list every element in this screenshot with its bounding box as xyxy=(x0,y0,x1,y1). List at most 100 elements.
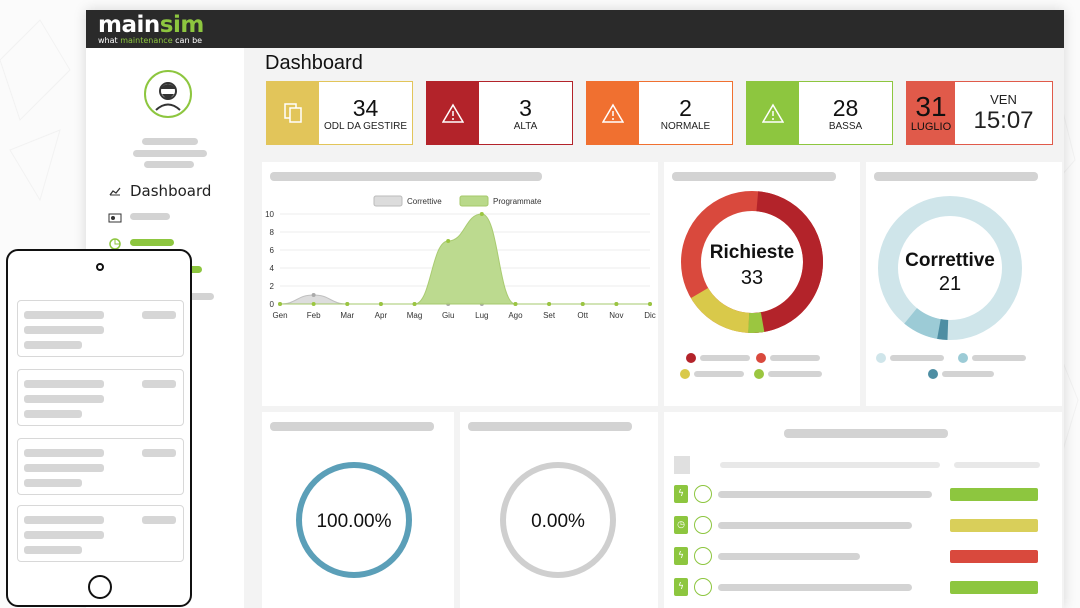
data-point xyxy=(278,302,282,306)
data-point xyxy=(513,302,518,306)
user-role-placeholder xyxy=(133,150,207,157)
kpi-bassa[interactable]: 28 BASSA xyxy=(746,81,893,145)
x-tick-label: Ago xyxy=(508,311,523,320)
row-text-placeholder xyxy=(718,553,860,560)
documents-icon xyxy=(267,82,319,144)
kpi-alta[interactable]: 3 ALTA xyxy=(426,81,573,145)
x-tick-label: Feb xyxy=(307,311,321,320)
user-extra-placeholder xyxy=(144,161,194,168)
data-point xyxy=(345,302,350,306)
kpi-label: BASSA xyxy=(828,120,863,132)
row-text-placeholder xyxy=(718,584,912,591)
x-tick-label: Nov xyxy=(609,311,623,320)
panel-title-placeholder xyxy=(270,422,434,431)
status-badge xyxy=(950,550,1038,563)
donut-value: 33 xyxy=(741,267,763,289)
x-tick-label: Gen xyxy=(272,311,287,320)
data-point xyxy=(311,302,316,306)
status-badge xyxy=(950,519,1038,532)
donut-panel-correttive: Correttive 21 xyxy=(866,162,1062,406)
date-month: LUGLIO xyxy=(910,121,952,133)
sidebar-item-users[interactable] xyxy=(108,210,208,224)
list-item[interactable]: ◷ xyxy=(664,515,1062,535)
row-text-placeholder xyxy=(718,522,912,529)
kpi-label: ALTA xyxy=(513,120,538,132)
tagline-c: can be xyxy=(175,36,203,45)
data-point xyxy=(547,302,552,306)
gauge-value: 100.00% xyxy=(316,511,391,532)
users-icon xyxy=(108,210,122,229)
user-icon xyxy=(155,82,181,111)
legend-label-placeholder xyxy=(972,355,1026,361)
row-badge-glyph: ϟ xyxy=(678,582,684,592)
brand-logo[interactable]: mainsim what maintenance can be xyxy=(98,13,204,45)
brand-name-sim: sim xyxy=(159,12,205,38)
chart-panel: 0 2 4 6 8 10 Gen Feb Mar Apr Mag Giu Lug Ago Set Ott Nov… xyxy=(262,162,658,406)
series-area-programmate xyxy=(280,213,650,305)
data-point xyxy=(648,302,652,306)
page-title: Dashboard xyxy=(265,52,363,74)
list-item[interactable]: ϟ xyxy=(664,577,1062,597)
x-tick-label: Set xyxy=(543,311,556,320)
legend-dot xyxy=(686,353,696,363)
legend-label-placeholder xyxy=(942,371,994,377)
donut-value: 21 xyxy=(939,273,961,295)
row-badge-glyph: ϟ xyxy=(678,489,684,499)
gauge-ring xyxy=(296,462,412,578)
list-item[interactable]: ϟ xyxy=(664,484,1062,504)
legend-label-placeholder xyxy=(890,355,944,361)
kpi-value: 34 xyxy=(352,94,379,121)
tablet-card[interactable] xyxy=(17,300,184,357)
legend-dot xyxy=(680,369,690,379)
legend-dot xyxy=(876,353,886,363)
panel-title-placeholder xyxy=(784,429,948,438)
camera-icon xyxy=(96,263,104,271)
kpi-normale[interactable]: 2 NORMALE xyxy=(586,81,733,145)
clock-icon: ◷ xyxy=(674,516,688,534)
donut-title: Richieste xyxy=(710,242,794,263)
gauge-2: 0.00% xyxy=(500,462,616,578)
tablet-mockup xyxy=(6,249,192,607)
user-avatar-icon xyxy=(694,516,712,534)
legend-label-placeholder xyxy=(700,355,750,361)
donut-segment xyxy=(681,191,823,333)
lightning-icon: ϟ xyxy=(674,578,688,596)
tablet-card[interactable] xyxy=(17,369,184,426)
date-day: 31 xyxy=(915,91,947,122)
sidebar-item-label: Dashboard xyxy=(130,182,212,200)
kpi-label: NORMALE xyxy=(660,120,711,132)
donut-segment xyxy=(878,196,1022,340)
data-point xyxy=(614,302,619,306)
donut-correttive: Correttive 21 xyxy=(878,196,1022,340)
status-badge xyxy=(950,581,1038,594)
legend-label: Correttive xyxy=(407,197,442,206)
tablet-card[interactable] xyxy=(17,505,184,562)
sidebar-item-placeholder xyxy=(186,266,202,273)
list-header-checkbox[interactable] xyxy=(674,456,690,474)
sidebar-item-dashboard[interactable]: Dashboard xyxy=(108,182,211,200)
legend-swatch xyxy=(459,195,489,207)
user-avatar[interactable] xyxy=(144,70,192,118)
sidebar-item-reports[interactable] xyxy=(108,236,208,250)
chart-title-placeholder xyxy=(270,172,542,181)
list-item[interactable]: ϟ xyxy=(664,546,1062,566)
kpi-odl-da-gestire[interactable]: 34 ODL DA GESTIRE xyxy=(266,81,413,145)
home-button[interactable] xyxy=(88,575,112,599)
gauge-1: 100.00% xyxy=(296,462,412,578)
sidebar-item-placeholder xyxy=(186,293,214,300)
warning-icon xyxy=(747,82,799,144)
user-avatar-icon xyxy=(694,485,712,503)
gauge-ring xyxy=(500,462,616,578)
tagline-b: maintenance xyxy=(117,36,176,45)
time-value: 15:07 xyxy=(973,106,1034,134)
kpi-value: 28 xyxy=(832,94,859,121)
x-tick-label: Mag xyxy=(407,311,423,320)
data-point xyxy=(580,302,585,306)
row-text-placeholder xyxy=(718,491,932,498)
x-tick-label: Mar xyxy=(340,311,354,320)
legend-dot xyxy=(958,353,968,363)
data-point xyxy=(446,239,451,243)
tablet-card[interactable] xyxy=(17,438,184,495)
brand-name-main: main xyxy=(98,12,160,38)
